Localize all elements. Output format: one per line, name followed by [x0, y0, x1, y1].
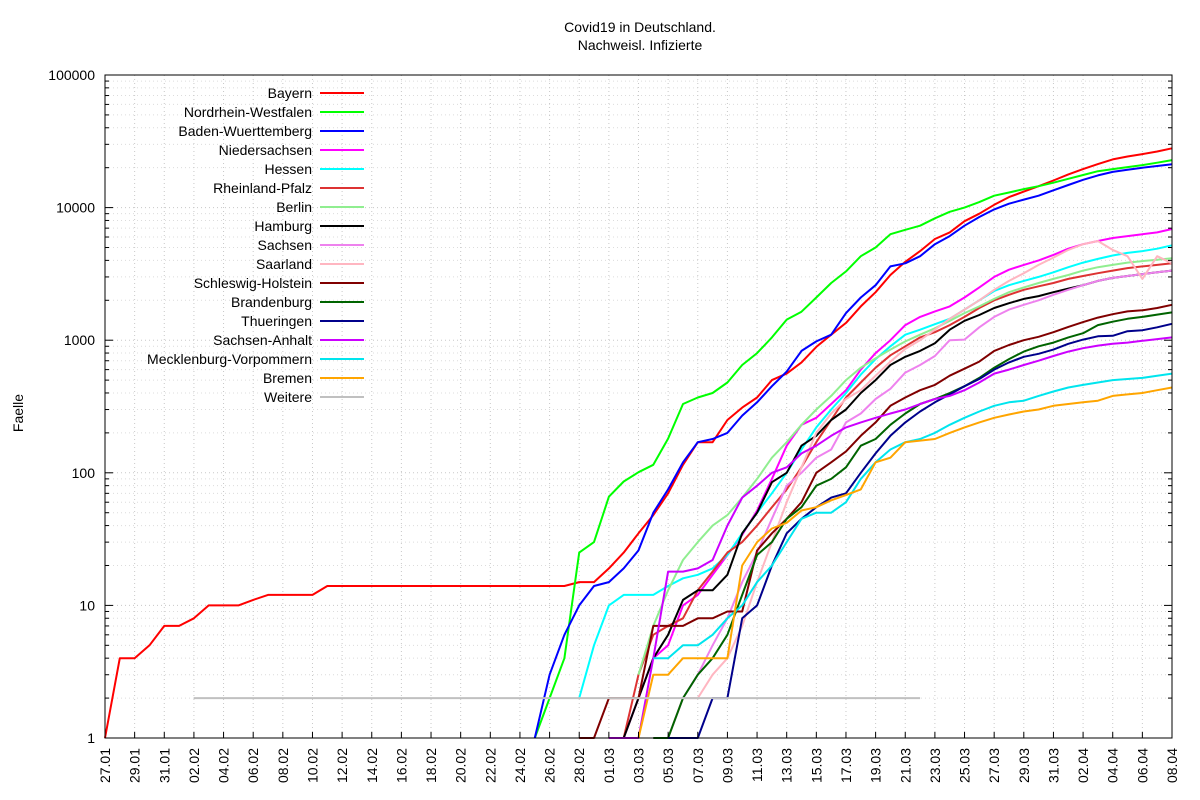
x-tick-label: 19.03 — [868, 748, 884, 783]
x-tick-label: 12.02 — [334, 748, 350, 783]
x-tick-label: 01.03 — [601, 748, 617, 783]
x-tick-label: 18.02 — [423, 748, 439, 783]
x-tick-label: 08.02 — [275, 748, 291, 783]
x-tick-label: 31.01 — [156, 748, 172, 783]
x-tick-label: 29.03 — [1016, 748, 1032, 783]
x-tick-label: 13.03 — [779, 748, 795, 783]
x-tick-label: 11.03 — [749, 748, 765, 782]
legend-label: Weitere — [264, 389, 312, 405]
x-tick-label: 10.02 — [304, 748, 320, 783]
x-tick-label: 02.04 — [1075, 748, 1091, 783]
x-tick-label: 21.03 — [897, 748, 913, 783]
legend-label: Bayern — [268, 85, 312, 101]
x-tick-label: 02.02 — [186, 748, 202, 783]
legend: Bayern Nordrhein-Westfalen Baden-Wuerttemb… — [147, 85, 364, 405]
x-tick-label: 04.04 — [1105, 748, 1121, 783]
series-line-baden-wuerttemberg — [533, 163, 1173, 739]
x-tick-label: 08.04 — [1164, 748, 1180, 783]
x-tick-label: 22.02 — [482, 748, 498, 783]
series-line-sachsen — [653, 269, 1173, 739]
x-tick-label: 31.03 — [1045, 748, 1061, 783]
series-line-rheinland-pfalz — [608, 262, 1173, 739]
legend-label: Saarland — [256, 256, 312, 272]
x-tick-label: 14.02 — [364, 748, 380, 783]
chart-title-block: Covid19 in Deutschland. Nachweisl. Infiz… — [0, 18, 1200, 54]
x-tick-label: 05.03 — [660, 748, 676, 783]
y-tick-label: 100000 — [48, 67, 95, 83]
legend-label: Mecklenburg-Vorpommern — [147, 351, 312, 367]
legend-label: Nordrhein-Westfalen — [184, 104, 312, 120]
legend-label: Baden-Wuerttemberg — [178, 123, 312, 139]
series-line-schleswig-holstein — [579, 303, 1173, 739]
series-line-niedersachsen — [608, 228, 1173, 739]
series-line-brandenburg — [653, 311, 1173, 739]
x-tick-label: 20.02 — [453, 748, 469, 783]
legend-label: Schleswig-Holstein — [194, 275, 312, 291]
x-tick-label: 25.03 — [957, 748, 973, 783]
chart-title: Covid19 in Deutschland. — [564, 19, 716, 35]
series-line-saarland — [653, 240, 1173, 739]
legend-label: Thueringen — [241, 313, 312, 329]
x-tick-label: 26.02 — [542, 748, 558, 783]
legend-label: Hamburg — [254, 218, 312, 234]
y-tick-label: 1 — [87, 730, 95, 746]
legend-label: Niedersachsen — [219, 142, 312, 158]
legend-label: Sachsen — [258, 237, 312, 253]
x-tick-label: 16.02 — [393, 748, 409, 783]
series-line-berlin — [637, 257, 1173, 675]
x-tick-label: 15.03 — [808, 748, 824, 783]
y-tick-label: 1000 — [64, 332, 95, 348]
series-lines — [104, 147, 1173, 739]
y-tick-label: 10000 — [56, 200, 95, 216]
legend-label: Berlin — [276, 199, 312, 215]
x-tick-label: 03.03 — [631, 748, 647, 783]
x-tick-label: 29.01 — [127, 748, 143, 783]
grid-lines — [104, 74, 1173, 739]
x-tick-label: 07.03 — [690, 748, 706, 783]
series-line-hessen — [578, 244, 1173, 699]
x-tick-label: 09.03 — [719, 748, 735, 783]
series-line-thueringen — [668, 322, 1173, 739]
series-line-sachsen-anhalt — [608, 336, 1173, 739]
series-line-nordrhein-westfalen — [533, 159, 1173, 739]
x-tick-label: 24.02 — [512, 748, 528, 783]
x-tick-label: 27.03 — [986, 748, 1002, 783]
axis-ticks: 1 10 100 1000 10000 100000 27.01 29.01 31.01 02.0… — [48, 67, 1180, 783]
legend-label: Bremen — [263, 370, 312, 386]
y-tick-label: 100 — [72, 465, 96, 481]
x-tick-label: 28.02 — [571, 748, 587, 783]
legend-label: Sachsen-Anhalt — [213, 332, 312, 348]
x-tick-label: 27.01 — [97, 748, 113, 783]
x-tick-label: 23.03 — [927, 748, 943, 783]
legend-label: Brandenburg — [231, 294, 312, 310]
x-tick-label: 06.02 — [245, 748, 261, 783]
legend-label: Rheinland-Pfalz — [213, 180, 312, 196]
y-tick-label: 10 — [79, 597, 95, 613]
chart-subtitle: Nachweisl. Infizierte — [577, 37, 703, 53]
x-tick-label: 06.04 — [1134, 748, 1150, 783]
legend-label: Hessen — [265, 161, 312, 177]
series-line-bremen — [637, 386, 1173, 739]
x-tick-label: 04.02 — [216, 748, 232, 783]
x-tick-label: 17.03 — [838, 748, 854, 783]
